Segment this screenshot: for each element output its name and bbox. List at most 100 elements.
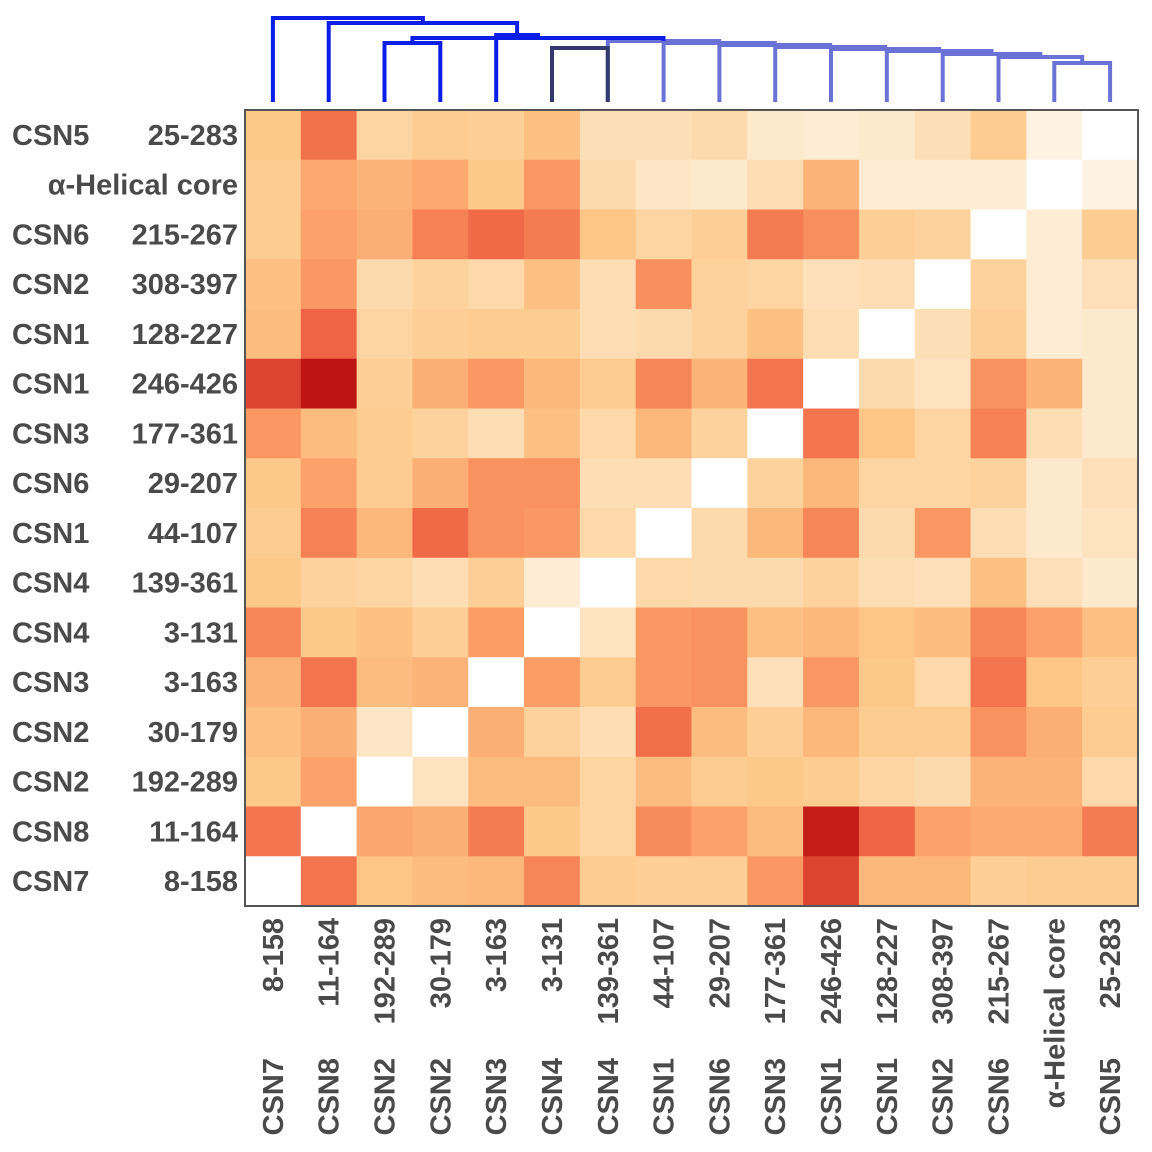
column-label-range: 44-107 xyxy=(649,918,681,1008)
heatmap-cell xyxy=(1026,110,1083,161)
column-label-range: 30-179 xyxy=(425,918,457,1008)
heatmap-cell xyxy=(803,756,860,808)
heatmap-cell xyxy=(803,607,860,658)
heatmap-cell xyxy=(635,209,693,260)
heatmap-cell xyxy=(1026,408,1083,459)
heatmap-cell xyxy=(914,508,972,559)
heatmap-cell xyxy=(970,756,1027,808)
column-label-gene: CSN1 xyxy=(816,1058,848,1135)
heatmap-cell xyxy=(803,458,860,509)
heatmap-cell xyxy=(747,458,804,509)
heatmap-cell xyxy=(468,607,525,658)
heatmap-cell xyxy=(300,458,358,509)
heatmap-cell xyxy=(635,110,693,161)
heatmap-cell xyxy=(356,657,414,708)
heatmap-cell xyxy=(1082,557,1139,609)
heatmap-cell xyxy=(579,408,637,459)
heatmap-cell xyxy=(524,209,581,260)
heatmap-cell xyxy=(858,806,916,857)
heatmap-cell xyxy=(747,309,804,360)
column-label-range: 246-426 xyxy=(816,918,848,1024)
heatmap-cell xyxy=(579,259,637,310)
heatmap-cell xyxy=(635,259,693,310)
heatmap-cell xyxy=(300,707,358,758)
heatmap-cell xyxy=(747,159,804,211)
heatmap-cell xyxy=(300,657,358,708)
heatmap-cell xyxy=(300,159,358,211)
heatmap-cell xyxy=(245,607,302,658)
heatmap-cell xyxy=(300,756,358,808)
column-label-gene: CSN2 xyxy=(425,1058,457,1135)
heatmap-cell xyxy=(1082,607,1139,658)
column-label-range: 11-164 xyxy=(314,918,346,1007)
heatmap-cell xyxy=(691,508,748,559)
heatmap-cell xyxy=(1082,806,1139,857)
heatmap-cell xyxy=(691,159,748,211)
heatmap-cell xyxy=(1026,508,1083,559)
heatmap-cell xyxy=(579,707,637,758)
heatmap-cell xyxy=(245,508,302,559)
heatmap-cell xyxy=(914,110,972,161)
heatmap-cell xyxy=(914,607,972,658)
heatmap-cell xyxy=(1082,657,1139,708)
heatmap-cell xyxy=(691,806,748,857)
row-label-gene: CSN1 xyxy=(12,518,89,550)
heatmap-cell xyxy=(245,259,302,310)
heatmap-cell xyxy=(691,756,748,808)
heatmap-cell xyxy=(858,508,916,559)
row-label-gene: CSN4 xyxy=(12,568,89,600)
heatmap-cell xyxy=(300,110,358,161)
heatmap-cell xyxy=(579,657,637,708)
row-label-range: 128-227 xyxy=(132,319,238,351)
heatmap-cell xyxy=(970,557,1027,609)
row-label-range: 215-267 xyxy=(132,219,238,251)
heatmap-cell xyxy=(914,458,972,509)
heatmap-cell xyxy=(858,408,916,459)
heatmap-cell xyxy=(356,806,414,857)
heatmap-cell xyxy=(524,358,581,410)
heatmap-cell xyxy=(970,657,1027,708)
heatmap-cell xyxy=(245,707,302,758)
heatmap-cell xyxy=(468,309,525,360)
heatmap-cell xyxy=(635,508,693,559)
heatmap-cell xyxy=(914,259,972,310)
row-label-range: α-Helical core xyxy=(48,170,238,202)
heatmap-cell xyxy=(356,756,414,808)
heatmap-cell xyxy=(803,657,860,708)
dendrogram-link xyxy=(884,49,994,102)
heatmap-cell xyxy=(691,110,748,161)
heatmap-cell xyxy=(412,856,469,907)
column-label-range: 25-283 xyxy=(1095,918,1127,1008)
heatmap-cell xyxy=(468,508,525,559)
row-label-gene: CSN5 xyxy=(12,120,89,152)
row-label-range: 246-426 xyxy=(132,369,238,401)
heatmap-cell xyxy=(579,159,637,211)
heatmap-cell xyxy=(245,458,302,509)
heatmap-cell xyxy=(245,110,302,161)
column-label-range: 128-227 xyxy=(872,918,904,1024)
heatmap-cell xyxy=(858,657,916,708)
column-label-range: 8-158 xyxy=(258,918,290,992)
heatmap-cell xyxy=(356,856,414,907)
heatmap-cell xyxy=(803,707,860,758)
row-label-range: 192-289 xyxy=(132,767,238,799)
heatmap-cell xyxy=(524,159,581,211)
heatmap-cell xyxy=(914,756,972,808)
heatmap-cell xyxy=(803,508,860,559)
heatmap-cell xyxy=(524,259,581,310)
heatmap-cell xyxy=(300,309,358,360)
heatmap-cell xyxy=(412,408,469,459)
heatmap-cell xyxy=(1082,408,1139,459)
row-label-gene: CSN6 xyxy=(12,468,89,500)
heatmap-cell xyxy=(858,557,916,609)
heatmap-cell xyxy=(412,458,469,509)
heatmap-cell xyxy=(747,657,804,708)
heatmap-cell xyxy=(747,756,804,808)
row-labels: CSN5 25-283 α-Helical core CSN6 215-267 CSN2 3… xyxy=(12,120,238,898)
heatmap-cell xyxy=(803,159,860,211)
heatmap-cell xyxy=(803,358,860,410)
heatmap-cell xyxy=(970,856,1027,907)
heatmap-cell xyxy=(691,707,748,758)
heatmap-cell xyxy=(524,557,581,609)
